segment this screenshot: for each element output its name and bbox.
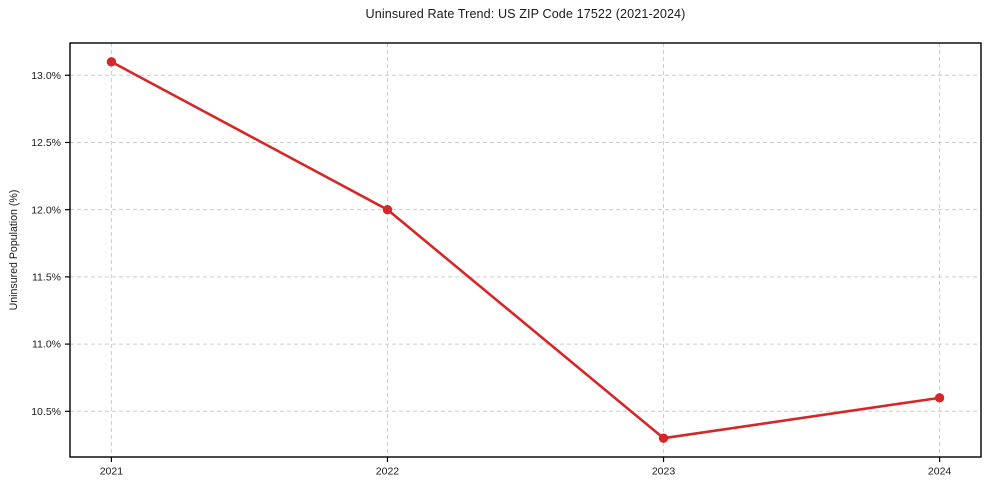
y-tick-label: 11.0% (32, 339, 61, 351)
chart-title: Uninsured Rate Trend: US ZIP Code 17522 … (365, 7, 686, 21)
data-point (658, 433, 669, 443)
x-tick-label: 2024 (928, 466, 952, 478)
plot-background (70, 43, 981, 457)
data-point (382, 204, 393, 215)
y-tick-label: 12.5% (31, 137, 61, 149)
x-tick-label: 2023 (652, 466, 676, 478)
x-tick-label: 2021 (100, 466, 124, 478)
y-tick-label: 11.5% (32, 271, 61, 283)
y-tick-label: 12.0% (31, 204, 61, 216)
x-tick-label: 2022 (376, 466, 400, 478)
y-tick-label: 13.0% (31, 70, 61, 82)
y-tick-label: 10.5% (31, 406, 61, 418)
data-point (934, 393, 945, 403)
plot-border (69, 42, 982, 458)
trend-line (110, 60, 941, 440)
data-point (106, 57, 117, 67)
